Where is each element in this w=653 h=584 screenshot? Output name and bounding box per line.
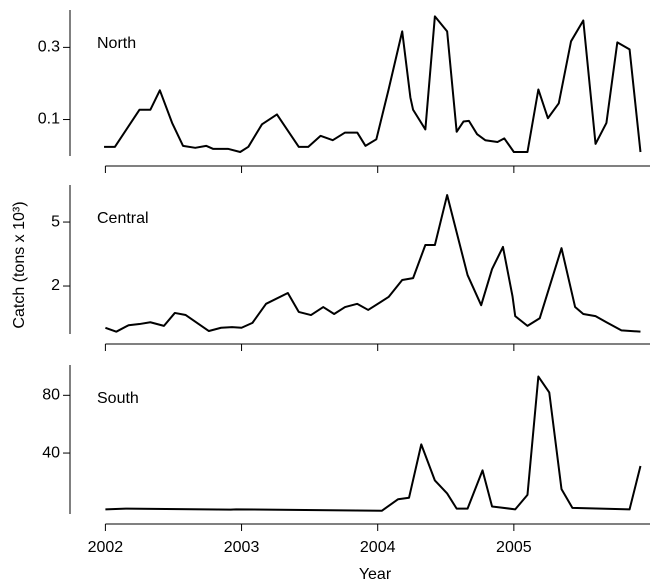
- data-line: [105, 375, 642, 512]
- x-tick-label: 2005: [496, 539, 532, 556]
- y-axis-label: Catch (tons x 10³): [11, 201, 28, 328]
- panel-label: Central: [97, 210, 149, 227]
- x-tick-label: 2004: [360, 539, 396, 556]
- data-line: [104, 15, 642, 153]
- y-tick-label: 0.1: [38, 111, 60, 128]
- y-tick-label: 80: [42, 387, 60, 404]
- x-axis-label: Year: [359, 566, 392, 583]
- x-tick-label: 2002: [88, 539, 124, 556]
- y-tick-label: 40: [42, 444, 60, 461]
- x-tick-label: 2003: [224, 539, 260, 556]
- y-tick-label: 0.3: [38, 39, 60, 56]
- y-tick-label: 5: [51, 213, 60, 230]
- panel-label: South: [97, 390, 139, 407]
- data-line: [105, 194, 641, 333]
- panel-label: North: [97, 35, 136, 52]
- y-tick-label: 2: [51, 277, 60, 294]
